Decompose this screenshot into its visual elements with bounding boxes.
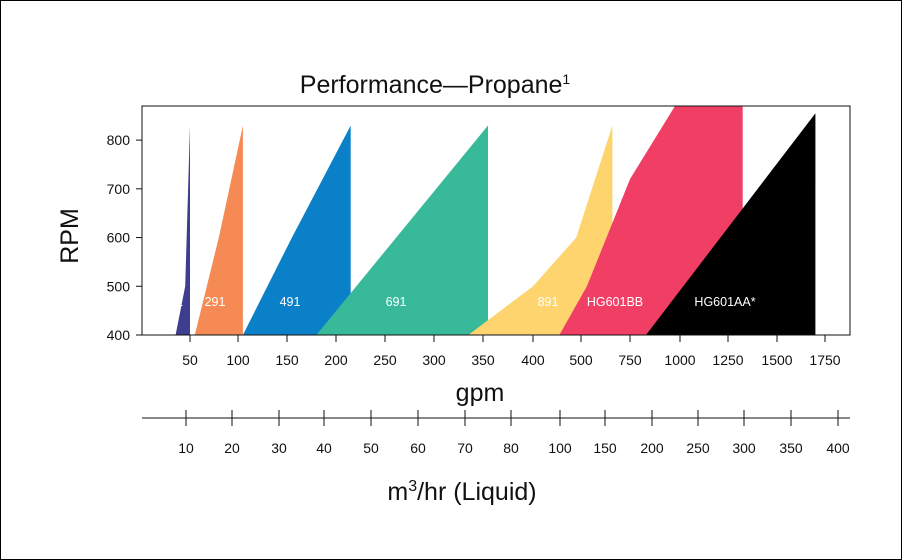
x2-tick-label: 10 bbox=[178, 440, 194, 456]
x2-tick-label: 400 bbox=[826, 440, 850, 456]
region-891 bbox=[468, 125, 613, 335]
region-label-691: 691 bbox=[386, 295, 407, 309]
x2-axis-title: m3/hr (Liquid) bbox=[387, 478, 536, 506]
x2-tick-label: 50 bbox=[363, 440, 379, 456]
x2-tick-label: 20 bbox=[224, 440, 240, 456]
y-tick-label: 700 bbox=[107, 181, 131, 197]
x-axis-gpm: 50 100 150 200 250 300 350 400 500 750 1000 1250 150… bbox=[182, 335, 841, 368]
x-tick-label: 200 bbox=[324, 352, 348, 368]
x2-tick-label: 100 bbox=[548, 440, 572, 456]
x2-tick-label: 150 bbox=[593, 440, 617, 456]
region-label-891: 891 bbox=[538, 295, 559, 309]
x-tick-label: 500 bbox=[569, 352, 593, 368]
x2-tick-label: 200 bbox=[640, 440, 664, 456]
x-tick-label: 1250 bbox=[712, 352, 743, 368]
region-label-hg601bb: HG601BB bbox=[587, 295, 643, 309]
x2-tick-label: 60 bbox=[410, 440, 426, 456]
x-tick-label: 400 bbox=[521, 352, 545, 368]
x2-tick-label: 30 bbox=[271, 440, 287, 456]
y-tick-label: 800 bbox=[107, 132, 131, 148]
x-tick-label: 250 bbox=[373, 352, 397, 368]
region-691 bbox=[316, 125, 488, 335]
x-tick-label: 50 bbox=[182, 352, 198, 368]
x2-tick-label: 80 bbox=[503, 440, 519, 456]
x2-tick-label: 250 bbox=[686, 440, 710, 456]
x-tick-label: 100 bbox=[226, 352, 250, 368]
region-91 bbox=[175, 125, 190, 335]
x-axis-title: gpm bbox=[456, 379, 505, 407]
plot-border bbox=[141, 105, 851, 336]
y-tick-label: 600 bbox=[107, 230, 131, 246]
performance-regions: 91 291 491 691 891 HG601BB HG601AA* bbox=[169, 106, 816, 335]
y-axis-title: RPM bbox=[56, 208, 84, 264]
x-tick-label: 300 bbox=[422, 352, 446, 368]
x-tick-label: 1000 bbox=[664, 352, 695, 368]
region-label-hg601aa: HG601AA* bbox=[694, 295, 755, 309]
x-tick-label: 1500 bbox=[761, 352, 792, 368]
x2-tick-label: 350 bbox=[779, 440, 803, 456]
x2-tick-label: 40 bbox=[316, 440, 332, 456]
region-label-491: 491 bbox=[280, 295, 301, 309]
region-hg601aa bbox=[646, 113, 816, 335]
x-tick-label: 350 bbox=[471, 352, 495, 368]
region-291 bbox=[194, 125, 243, 335]
x-tick-label: 150 bbox=[275, 352, 299, 368]
y-tick-label: 500 bbox=[107, 278, 131, 294]
chart-title: Performance—Propane1 bbox=[300, 71, 571, 99]
x2-tick-label: 300 bbox=[732, 440, 756, 456]
x2-tick-label: 70 bbox=[457, 440, 473, 456]
y-axis: 400 500 600 700 800 bbox=[107, 132, 142, 343]
region-491 bbox=[242, 125, 351, 335]
x-tick-label: 1750 bbox=[809, 352, 840, 368]
x-tick-label: 750 bbox=[618, 352, 642, 368]
region-label-91: 91 bbox=[169, 295, 183, 309]
y-tick-label: 400 bbox=[107, 327, 131, 343]
region-label-291: 291 bbox=[205, 295, 226, 309]
x-axis-m3hr: 10 20 30 40 50 60 70 80 100 150 200 250 300 350 400 bbox=[142, 410, 850, 456]
